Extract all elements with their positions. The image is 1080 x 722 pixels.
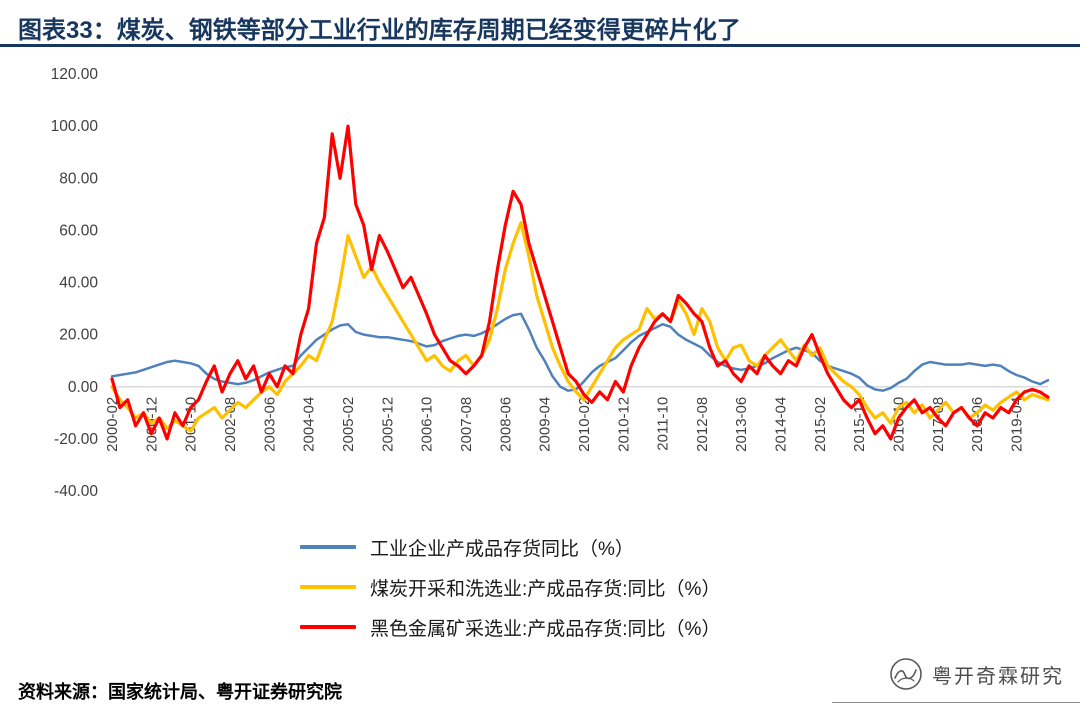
x-tick-label: 2015-02	[812, 397, 829, 452]
x-tick-label: 2019-04	[1009, 397, 1026, 452]
legend-item: 黑色金属矿采选业:产成品存货:同比（%）	[300, 614, 720, 640]
x-tick-label: 2002-08	[222, 397, 239, 452]
x-tick-label: 2014-04	[773, 397, 790, 452]
legend-label: 黑色金属矿采选业:产成品存货:同比（%）	[370, 618, 721, 640]
x-tick-label: 2012-08	[694, 397, 711, 452]
x-tick-label: 2010-12	[615, 397, 632, 452]
series-line	[110, 221, 1050, 433]
watermark-logo-icon	[890, 658, 922, 690]
x-tick-label: 2000-02	[104, 397, 121, 452]
figure-title: 图表33：煤炭、钢铁等部分工业行业的库存周期已经变得更碎片化了	[18, 17, 741, 44]
y-tick-label: 40.00	[59, 275, 98, 292]
legend-label: 工业企业产成品存货同比（%）	[370, 538, 634, 560]
series-line	[110, 312, 1050, 392]
y-tick-label: 80.00	[59, 170, 98, 187]
x-tick-label: 2009-04	[537, 397, 554, 452]
source-note: 资料来源：国家统计局、粤开证券研究院	[18, 682, 342, 702]
y-tick-label: 100.00	[51, 118, 99, 135]
legend: 工业企业产成品存货同比（%） 煤炭开采和洗选业:产成品存货:同比（%） 黑色金属…	[300, 534, 720, 640]
x-tick-label: 2003-06	[261, 397, 278, 452]
x-tick-label: 2001-10	[183, 397, 200, 452]
chart-canvas: 120.00 100.00 80.00 60.00 40.00 20.00 0.00 -20.…	[51, 66, 1050, 500]
watermark-text: 粤开奇霖研究	[932, 665, 1064, 688]
title-divider	[0, 44, 1080, 47]
x-tick-label: 2004-04	[301, 397, 318, 452]
series-line	[110, 124, 1050, 441]
legend-label: 煤炭开采和洗选业:产成品存货:同比（%）	[370, 578, 721, 600]
x-tick-label: 2007-08	[458, 397, 475, 452]
legend-swatch-red	[300, 625, 356, 629]
watermark-divider	[832, 702, 1080, 703]
legend-item: 煤炭开采和洗选业:产成品存货:同比（%）	[300, 574, 720, 600]
x-tick-label: 2011-10	[655, 397, 672, 451]
legend-item: 工业企业产成品存货同比（%）	[300, 534, 720, 560]
watermark: 粤开奇霖研究	[888, 656, 1064, 692]
y-tick-label: 0.00	[68, 379, 99, 396]
x-tick-label: 2006-10	[419, 397, 436, 452]
y-tick-label: 120.00	[51, 66, 99, 83]
x-tick-label: 2005-12	[379, 397, 396, 452]
legend-swatch-yellow	[300, 585, 356, 589]
x-tick-label: 2013-06	[733, 397, 750, 452]
y-tick-label: -40.00	[54, 483, 98, 500]
y-tick-label: 60.00	[59, 222, 98, 239]
x-tick-label: 2008-06	[497, 397, 514, 452]
x-tick-label: 2005-02	[340, 397, 357, 452]
legend-swatch-blue	[300, 545, 356, 549]
x-tick-label: 2010-02	[576, 397, 593, 452]
y-tick-label: 20.00	[59, 327, 98, 344]
y-tick-label: -20.00	[54, 431, 98, 448]
